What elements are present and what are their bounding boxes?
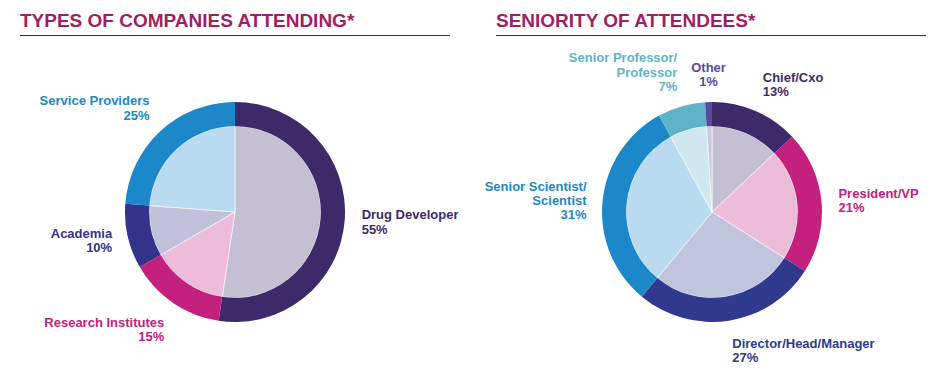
svg-text:Drug Developer55%: Drug Developer55% [362,207,459,236]
html-text:TYPES OF COMPANIES ATTENDING*: TYPES OF COMPANIES ATTENDING* [20,10,355,31]
svg-text:Academia10%: Academia10% [51,226,113,255]
svg-text:Senior Professor/Professor7%: Senior Professor/Professor7% [569,50,678,94]
svg-text:Director/Head/Manager27%: Director/Head/Manager27% [732,336,874,365]
svg-text:Other1%: Other1% [691,60,726,89]
svg-text:President/VP21%: President/VP21% [838,186,919,215]
svg-text:Research Institutes15%: Research Institutes15% [44,315,164,344]
svg-text:Service Providers25%: Service Providers25% [40,93,150,122]
svg-text:Senior Scientist/Scientist31%: Senior Scientist/Scientist31% [485,179,588,223]
svg-text:Chief/Cxo13%: Chief/Cxo13% [763,70,824,99]
html-text:SENIORITY OF ATTENDEES*: SENIORITY OF ATTENDEES* [496,10,756,31]
